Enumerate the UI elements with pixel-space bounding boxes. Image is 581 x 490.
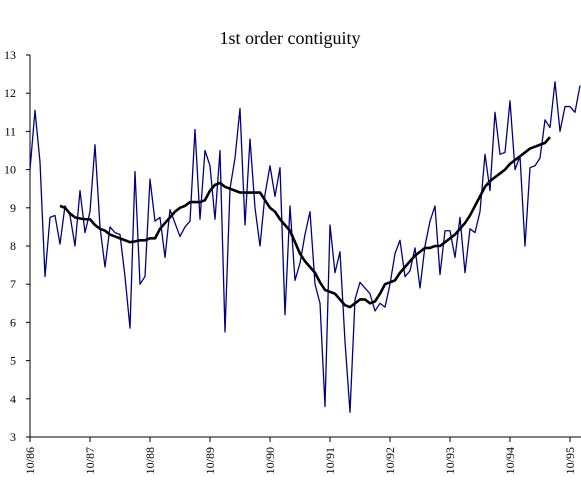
x-tick-label: 10/87 — [83, 447, 97, 474]
x-tick-label: 10/92 — [383, 447, 397, 474]
y-tick-label: 7 — [10, 277, 16, 291]
x-tick-label: 10/90 — [263, 447, 277, 474]
series-line — [29, 81, 581, 413]
y-tick-label: 8 — [10, 239, 16, 253]
y-tick-label: 3 — [10, 430, 16, 444]
y-tick-label: 10 — [4, 163, 16, 177]
y-tick-label: 9 — [10, 201, 16, 215]
x-tick-label: 10/93 — [443, 447, 457, 474]
chart-title: 1st order contiguity — [220, 28, 361, 48]
y-tick-label: 6 — [10, 315, 16, 329]
x-tick-label: 10/94 — [503, 447, 517, 474]
x-tick-label: 10/89 — [203, 447, 217, 474]
x-tick-label: 10/95 — [563, 447, 577, 474]
y-tick-label: 5 — [10, 354, 16, 368]
x-tick-label: 10/91 — [323, 447, 337, 474]
y-tick-label: 13 — [4, 48, 16, 62]
series-line — [59, 136, 551, 309]
x-tick-label: 10/88 — [143, 447, 157, 474]
x-tick-label: 10/86 — [23, 447, 37, 474]
y-tick-label: 11 — [4, 124, 16, 138]
y-tick-label: 12 — [4, 86, 16, 100]
y-tick-label: 4 — [10, 392, 16, 406]
